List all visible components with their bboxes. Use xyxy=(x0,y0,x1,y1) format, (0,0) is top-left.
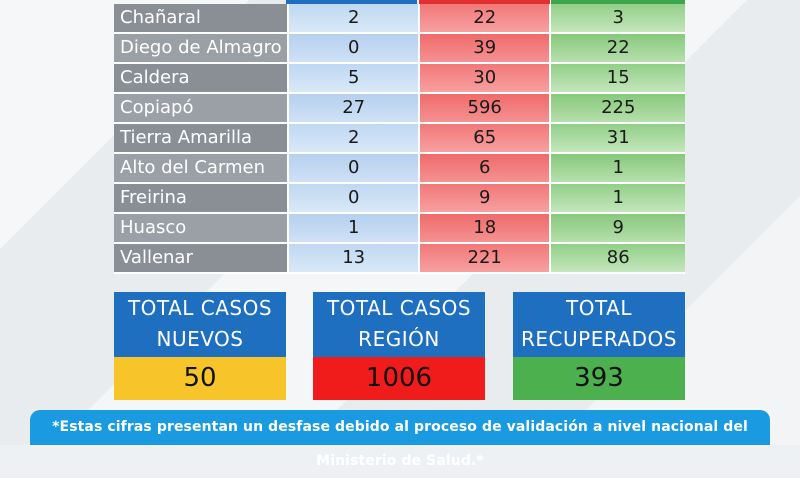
recovered-cell: 3 xyxy=(551,4,685,34)
table-row: Caldera 5 30 15 xyxy=(114,64,685,94)
header-strip-new xyxy=(286,0,417,4)
total-recovered-line2: RECUPERADOS xyxy=(521,327,677,351)
table-row: Chañaral 2 22 3 xyxy=(114,4,685,34)
recovered-cell: 22 xyxy=(551,34,685,64)
total-new-cases-card: TOTAL CASOS NUEVOS 50 xyxy=(114,292,286,400)
total-cases-cell: 596 xyxy=(419,94,552,124)
new-cases-cell: 13 xyxy=(289,244,420,274)
new-cases-cell: 0 xyxy=(289,184,420,214)
total-new-cases-line2: NUEVOS xyxy=(156,327,244,351)
commune-name: Alto del Carmen xyxy=(114,154,290,184)
recovered-cell: 1 xyxy=(551,154,685,184)
new-cases-cell: 2 xyxy=(289,124,420,154)
table-row: Diego de Almagro 0 39 22 xyxy=(114,34,685,64)
commune-name: Chañaral xyxy=(114,4,290,34)
total-new-cases-value: 50 xyxy=(114,357,286,400)
total-region-cases-header: TOTAL CASOS REGIÓN xyxy=(313,292,485,357)
total-recovered-line1: TOTAL xyxy=(566,296,632,320)
commune-name: Copiapó xyxy=(114,94,290,124)
commune-name: Diego de Almagro xyxy=(114,34,290,64)
table-row: Huasco 1 18 9 xyxy=(114,214,685,244)
total-region-cases-card: TOTAL CASOS REGIÓN 1006 xyxy=(313,292,485,400)
commune-name: Caldera xyxy=(114,64,290,94)
total-recovered-header: TOTAL RECUPERADOS xyxy=(513,292,685,357)
new-cases-cell: 5 xyxy=(289,64,420,94)
recovered-cell: 9 xyxy=(551,214,685,244)
table-row: Alto del Carmen 0 6 1 xyxy=(114,154,685,184)
new-cases-cell: 27 xyxy=(289,94,420,124)
total-recovered-card: TOTAL RECUPERADOS 393 xyxy=(513,292,685,400)
commune-name: Vallenar xyxy=(114,244,290,274)
total-recovered-value: 393 xyxy=(513,357,685,400)
header-strip-total xyxy=(419,0,550,4)
total-region-cases-line2: REGIÓN xyxy=(358,327,440,351)
total-new-cases-header: TOTAL CASOS NUEVOS xyxy=(114,292,286,357)
table-row: Freirina 0 9 1 xyxy=(114,184,685,214)
new-cases-cell: 0 xyxy=(289,154,420,184)
new-cases-cell: 0 xyxy=(289,34,420,64)
table-row: Vallenar 13 221 86 xyxy=(114,244,685,274)
total-cases-cell: 221 xyxy=(419,244,552,274)
recovered-cell: 225 xyxy=(551,94,685,124)
new-cases-cell: 2 xyxy=(289,4,420,34)
total-cases-cell: 22 xyxy=(419,4,552,34)
recovered-cell: 1 xyxy=(551,184,685,214)
recovered-cell: 15 xyxy=(551,64,685,94)
total-cases-cell: 30 xyxy=(419,64,552,94)
total-new-cases-line1: TOTAL CASOS xyxy=(127,296,273,320)
recovered-cell: 31 xyxy=(551,124,685,154)
total-cases-cell: 39 xyxy=(419,34,552,64)
new-cases-cell: 1 xyxy=(289,214,420,244)
table-row: Tierra Amarilla 2 65 31 xyxy=(114,124,685,154)
commune-name: Tierra Amarilla xyxy=(114,124,290,154)
header-strip-recovered xyxy=(551,0,685,4)
table-row: Copiapó 27 596 225 xyxy=(114,94,685,124)
total-cases-cell: 9 xyxy=(419,184,552,214)
total-cases-cell: 6 xyxy=(419,154,552,184)
total-cases-cell: 18 xyxy=(419,214,552,244)
footnote-banner: *Estas cifras presentan un desfase debid… xyxy=(30,410,770,469)
total-region-cases-line1: TOTAL CASOS xyxy=(326,296,472,320)
commune-name: Freirina xyxy=(114,184,290,214)
commune-table: Chañaral 2 22 3 Diego de Almagro 0 39 22… xyxy=(114,4,685,274)
commune-name: Huasco xyxy=(114,214,290,244)
total-region-cases-value: 1006 xyxy=(313,357,485,400)
recovered-cell: 86 xyxy=(551,244,685,274)
total-cases-cell: 65 xyxy=(419,124,552,154)
